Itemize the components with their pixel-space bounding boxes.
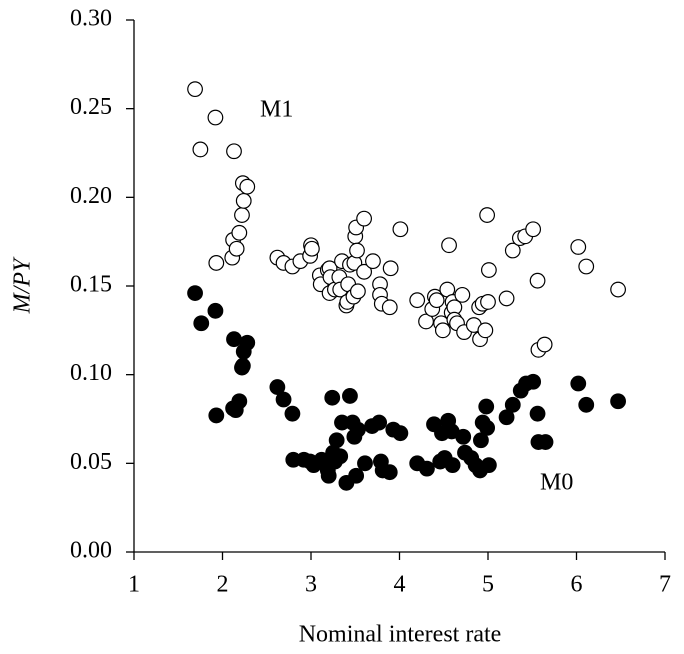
point bbox=[529, 405, 546, 422]
point bbox=[480, 457, 497, 474]
y-tick-label: 0.30 bbox=[70, 6, 112, 32]
point bbox=[365, 253, 381, 270]
point bbox=[235, 192, 252, 209]
x-axis-title: Nominal interest rate bbox=[299, 622, 502, 648]
point bbox=[275, 391, 292, 408]
point bbox=[350, 421, 366, 438]
point bbox=[570, 239, 587, 255]
point bbox=[498, 409, 515, 426]
point bbox=[239, 178, 256, 195]
point bbox=[226, 143, 242, 160]
point bbox=[536, 336, 553, 353]
point bbox=[441, 237, 457, 254]
point bbox=[234, 207, 250, 223]
point bbox=[284, 405, 301, 422]
point bbox=[578, 396, 595, 413]
point bbox=[332, 448, 349, 465]
point bbox=[320, 467, 337, 484]
point bbox=[454, 286, 471, 303]
x-tick-label: 2 bbox=[217, 572, 229, 598]
point bbox=[418, 313, 434, 330]
point bbox=[382, 260, 399, 277]
x-tick-label: 6 bbox=[571, 572, 583, 598]
point bbox=[228, 240, 245, 257]
point bbox=[226, 331, 242, 348]
point bbox=[498, 290, 515, 307]
point bbox=[409, 292, 426, 309]
point bbox=[529, 272, 546, 289]
point bbox=[570, 375, 587, 392]
y-tick-label: 0.20 bbox=[70, 183, 112, 209]
y-tick-label: 0.10 bbox=[70, 360, 112, 386]
point bbox=[525, 373, 542, 390]
point bbox=[381, 299, 398, 316]
point bbox=[231, 224, 248, 241]
x-tick-label: 3 bbox=[305, 572, 317, 598]
point bbox=[235, 343, 252, 360]
y-tick-label: 0.15 bbox=[70, 272, 112, 298]
point bbox=[356, 210, 373, 227]
y-tick-label: 0.05 bbox=[70, 449, 112, 475]
point bbox=[328, 432, 345, 449]
point bbox=[193, 315, 210, 332]
point bbox=[504, 242, 521, 259]
point bbox=[207, 109, 224, 126]
point bbox=[231, 393, 248, 410]
point bbox=[428, 292, 445, 309]
y-tick-label: 0.00 bbox=[70, 538, 112, 564]
point bbox=[479, 419, 496, 436]
point bbox=[479, 207, 496, 223]
point bbox=[480, 262, 497, 278]
point bbox=[525, 221, 542, 238]
point bbox=[269, 379, 286, 395]
point bbox=[192, 141, 209, 158]
point bbox=[610, 393, 626, 410]
y-axis-title: M/PY bbox=[10, 256, 36, 314]
point bbox=[342, 388, 358, 404]
point bbox=[419, 460, 435, 477]
point bbox=[348, 467, 365, 484]
x-tick-label: 1 bbox=[128, 572, 140, 598]
x-tick-label: 4 bbox=[394, 572, 406, 598]
point bbox=[444, 457, 461, 474]
series-label: M1 bbox=[260, 97, 293, 123]
point bbox=[473, 432, 489, 449]
point bbox=[455, 428, 472, 445]
point bbox=[578, 258, 595, 275]
point bbox=[478, 398, 495, 415]
x-tick-label: 7 bbox=[659, 572, 671, 598]
y-tick-label: 0.25 bbox=[70, 94, 112, 120]
point bbox=[477, 322, 494, 339]
series-label: M0 bbox=[540, 470, 573, 496]
point bbox=[537, 434, 554, 450]
point bbox=[357, 455, 373, 472]
point bbox=[392, 425, 409, 442]
x-tick-label: 5 bbox=[482, 572, 494, 598]
point bbox=[234, 357, 251, 374]
point bbox=[208, 255, 225, 271]
point bbox=[381, 464, 398, 481]
point bbox=[371, 414, 388, 431]
point bbox=[208, 407, 225, 424]
point bbox=[324, 389, 341, 406]
point bbox=[356, 263, 373, 280]
point bbox=[187, 81, 203, 98]
point bbox=[610, 281, 626, 298]
point bbox=[303, 240, 320, 257]
point bbox=[434, 322, 451, 339]
point bbox=[504, 396, 521, 413]
point bbox=[207, 302, 224, 319]
point bbox=[350, 283, 366, 300]
point bbox=[392, 221, 409, 238]
point bbox=[187, 285, 203, 301]
point bbox=[480, 294, 496, 310]
point bbox=[349, 242, 365, 259]
